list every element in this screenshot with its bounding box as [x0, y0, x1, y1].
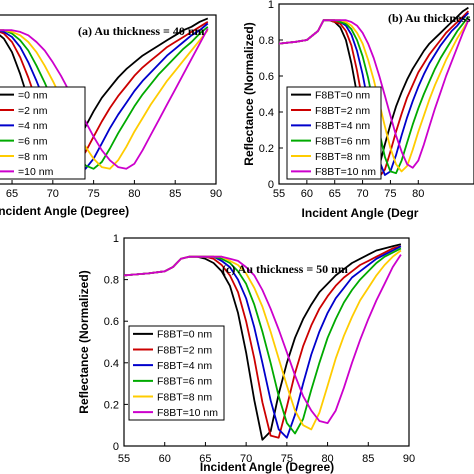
legend-entry: =4 nm	[18, 120, 48, 132]
x-tick-label: 75	[87, 188, 99, 200]
y-tick-label: 0	[113, 441, 119, 453]
legend-entry: F8BT=10 nm	[315, 166, 376, 178]
chart-panel-1: 55 60 65 70 75 80 0 0.2 0.4 0.6 0.8 1 (b) Au thickne…	[242, 0, 474, 220]
legend-entry: F8BT=0 nm	[157, 329, 212, 341]
legend-entry: =0 nm	[18, 89, 48, 101]
x-tick-label: 80	[412, 188, 424, 200]
y-axis-label: Reflectance (Normalized)	[242, 22, 256, 165]
legend-entry: F8BT=6 nm	[315, 135, 370, 147]
legend-entry: =2 nm	[18, 105, 48, 117]
legend-entry: F8BT=10 nm	[157, 407, 218, 419]
x-tick-label: 75	[384, 188, 396, 200]
x-axis-label: Incident Angle (Degree)	[0, 204, 129, 218]
x-tick-label: 60	[159, 453, 171, 465]
x-tick-label: 80	[128, 188, 140, 200]
y-tick-label: 0	[268, 179, 274, 191]
x-tick-label: 65	[199, 453, 211, 465]
x-tick-label: 70	[240, 453, 252, 465]
chart-title: (c) Au thickness = 50 nm	[222, 262, 348, 276]
legend-entry: F8BT=4 nm	[157, 360, 212, 372]
legend-entry: =10 nm	[18, 166, 54, 178]
series-line-5	[124, 254, 402, 425]
legend-entry: F8BT=2 nm	[315, 105, 370, 117]
y-axis-label: Reflectance (Normalized)	[77, 270, 91, 413]
y-tick-label: 0.2	[104, 399, 119, 411]
x-tick-label: 65	[6, 188, 18, 200]
legend-box	[0, 86, 86, 180]
chart-panel-0: 65 70 75 80 85 90 (a) Au thickness = 40 nm Inci…	[0, 14, 222, 218]
x-tick-label: 55	[273, 188, 285, 200]
y-tick-label: 1	[113, 233, 119, 245]
x-tick-label: 80	[321, 453, 333, 465]
y-tick-label: 0.2	[259, 143, 274, 155]
legend: F8BT=0 nm F8BT=2 nm F8BT=4 nm F8BT=6 nm F8BT…	[286, 86, 382, 180]
y-tick-label: 0.6	[259, 71, 274, 83]
x-axis-label: Incident Angle (Degr	[302, 206, 419, 220]
legend-entry: F8BT=6 nm	[157, 376, 212, 388]
x-tick-label: 90	[210, 188, 222, 200]
legend-entry: F8BT=8 nm	[157, 391, 212, 403]
x-tick-label: 70	[47, 188, 59, 200]
legend-entry: F8BT=4 nm	[315, 120, 370, 132]
series-line-5	[279, 19, 470, 169]
y-tick-label: 0.8	[259, 35, 274, 47]
legend-box	[128, 325, 225, 421]
chart-title: (a) Au thickness = 40 nm	[78, 24, 205, 38]
chart-title: (b) Au thickness	[388, 11, 471, 25]
legend-entry: F8BT=8 nm	[315, 151, 370, 163]
x-tick-label: 85	[169, 188, 181, 200]
y-tick-label: 0.6	[104, 316, 119, 328]
y-tick-label: 0.8	[104, 275, 119, 287]
legend-box	[286, 86, 382, 180]
legend: F8BT=0 nm F8BT=2 nm F8BT=4 nm F8BT=6 nm F8BT…	[128, 325, 225, 421]
y-tick-label: 1	[268, 0, 274, 11]
y-tick-label: 0.4	[104, 358, 119, 370]
x-tick-label: 85	[362, 453, 374, 465]
x-tick-label: 65	[329, 188, 341, 200]
legend-entry: F8BT=2 nm	[157, 344, 212, 356]
x-axis-label: Incident Angle (Degree)	[200, 460, 334, 474]
chart-panel-2: 55 60 65 70 75 80 85 90 0 0.2 0.4 0.6 0.8 1 (c) Au thi…	[77, 233, 415, 474]
legend-entry: F8BT=0 nm	[315, 89, 370, 101]
legend: =0 nm =2 nm =4 nm =6 nm =8 nm =10 nm	[0, 86, 86, 180]
legend-entry: =6 nm	[18, 135, 48, 147]
x-tick-label: 60	[301, 188, 313, 200]
x-tick-label: 70	[356, 188, 368, 200]
x-tick-label: 75	[281, 453, 293, 465]
legend-entry: =8 nm	[18, 151, 48, 163]
x-tick-label: 55	[118, 453, 130, 465]
y-tick-label: 0.4	[259, 107, 274, 119]
x-tick-label: 90	[403, 453, 415, 465]
